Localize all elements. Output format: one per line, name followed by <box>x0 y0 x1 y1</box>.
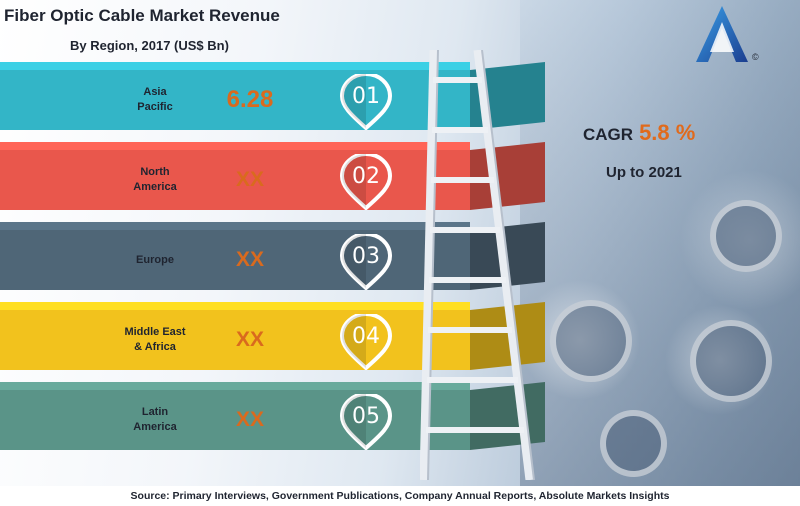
company-logo: © <box>690 4 760 66</box>
chart-title: Fiber Optic Cable Market Revenue <box>4 6 280 25</box>
region-band: North America XX 02 <box>0 142 470 210</box>
rank-number: 01 <box>352 84 380 109</box>
band-side-face <box>470 382 545 450</box>
region-label: Europe <box>136 253 174 266</box>
region-band: Middle East & Africa XX 04 <box>0 302 470 370</box>
cagr-period: Up to 2021 <box>606 164 682 181</box>
region-value: XX <box>235 168 264 191</box>
region-value: 6.28 <box>226 86 274 113</box>
copyright-mark: © <box>752 52 759 62</box>
triangle-a-logo-icon <box>696 6 748 62</box>
band-top-face <box>0 302 470 310</box>
rank-number: 05 <box>352 404 380 429</box>
region-label: Asia Pacific <box>137 86 173 113</box>
region-label: Middle East & Africa <box>124 326 186 353</box>
region-value: XX <box>235 408 264 431</box>
band-side-face <box>470 142 545 210</box>
rank-number: 03 <box>352 244 380 269</box>
rank-pin-icon: 05 <box>340 394 392 450</box>
cable-port-decoration <box>710 200 782 272</box>
rank-number: 02 <box>352 164 380 189</box>
cable-port-decoration <box>600 410 667 477</box>
band-top-face <box>0 142 470 150</box>
cagr-text: CAGR <box>583 125 634 144</box>
region-label: Latin America <box>133 406 177 433</box>
rank-pin-icon: 02 <box>340 154 392 210</box>
band-top-face <box>0 222 470 230</box>
chart-subtitle: By Region, 2017 (US$ Bn) <box>70 38 229 53</box>
band-top-face <box>0 382 470 390</box>
region-value: XX <box>235 248 264 271</box>
rank-pin-icon: 04 <box>340 314 392 370</box>
cable-port-decoration <box>690 320 772 402</box>
region-label: North America <box>133 166 177 193</box>
region-band: Latin America XX 05 <box>0 382 470 450</box>
ladder-illustration <box>420 50 535 480</box>
source-footer: Source: Primary Interviews, Government P… <box>0 486 800 506</box>
region-band: Asia Pacific 6.28 01 <box>0 62 470 130</box>
background-photo <box>520 0 800 486</box>
rank-pin-icon: 03 <box>340 234 392 290</box>
region-value: XX <box>235 328 264 351</box>
rank-number: 04 <box>352 324 380 349</box>
cagr-value: 5.8 % <box>639 120 696 145</box>
rank-pin-icon: 01 <box>340 74 392 130</box>
band-top-face <box>0 62 470 70</box>
region-band: Europe XX 03 <box>0 222 470 290</box>
cable-port-decoration <box>550 300 632 382</box>
cagr-label: CAGR 5.8 % <box>583 120 695 146</box>
